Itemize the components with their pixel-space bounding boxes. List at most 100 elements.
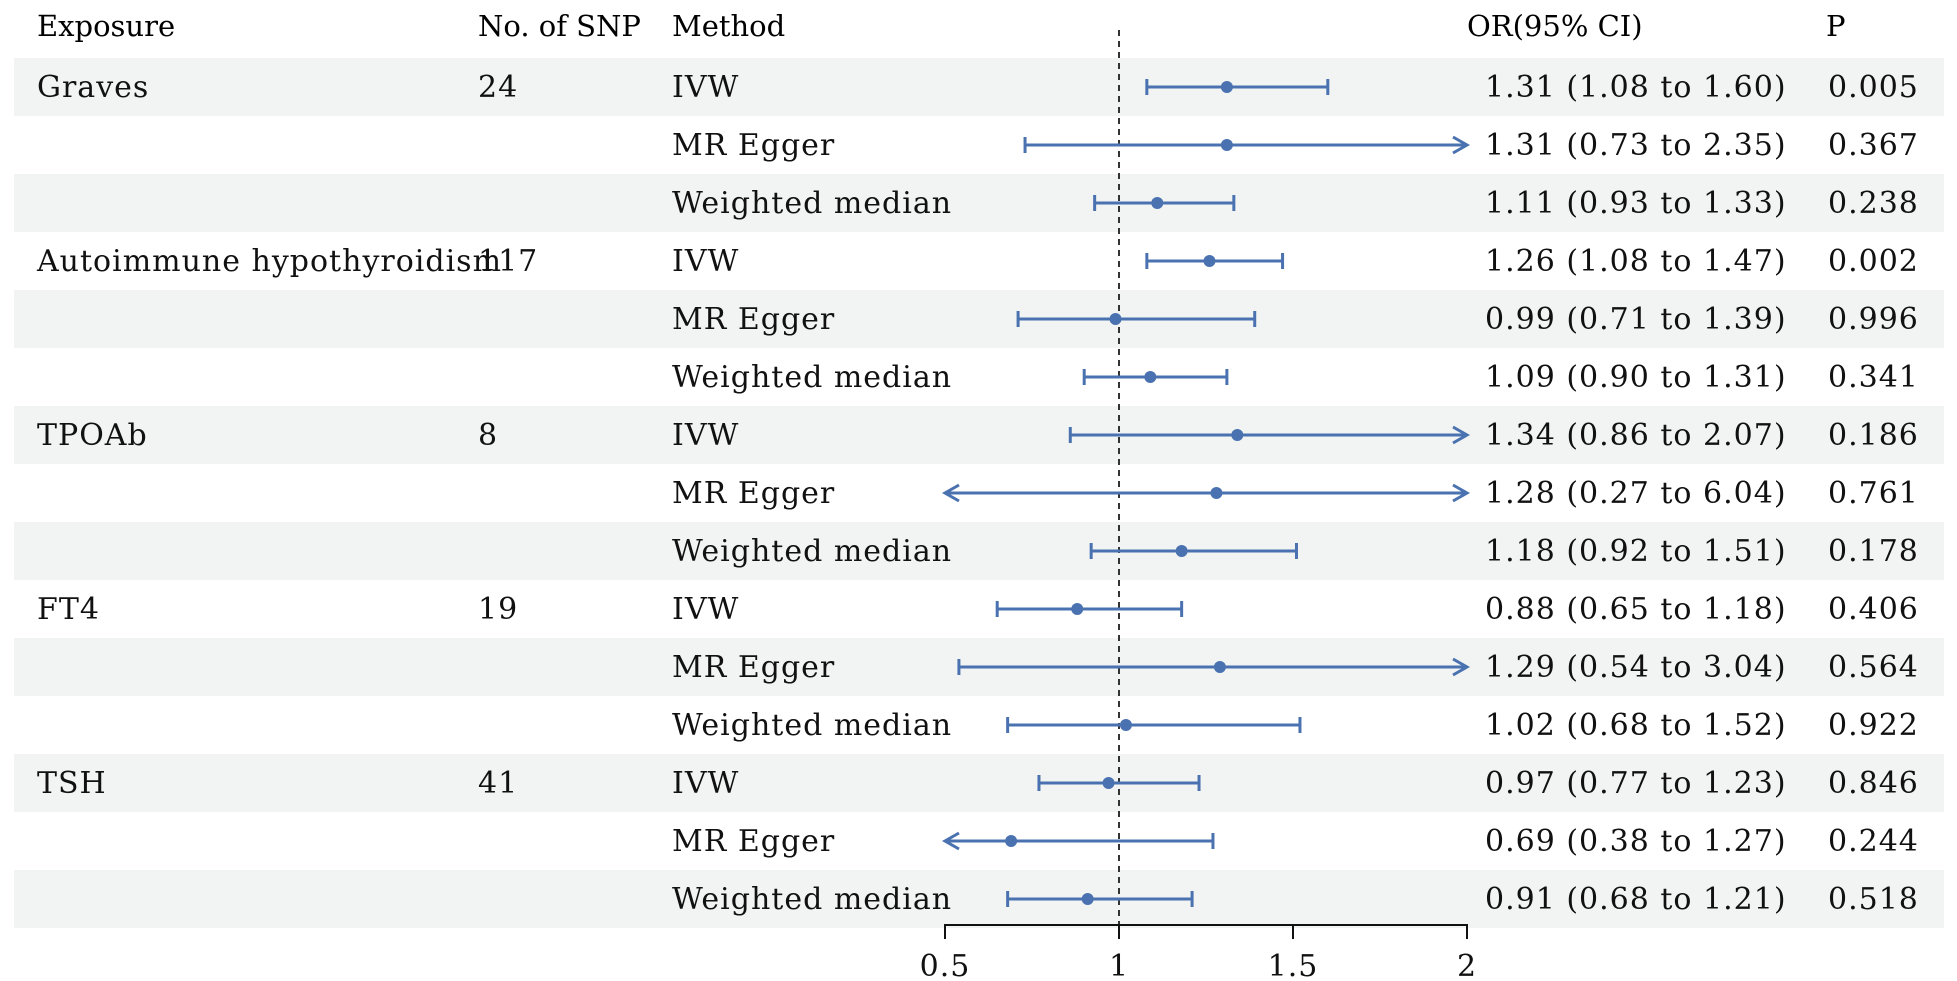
point-estimate <box>1203 255 1216 267</box>
point-estimate <box>1081 893 1094 905</box>
point-estimate <box>1210 487 1223 499</box>
cell-p: 0.002 <box>1828 244 1919 279</box>
ci-mark <box>995 601 1184 617</box>
point-estimate <box>1220 81 1233 93</box>
ci-arrow-right <box>1452 657 1471 677</box>
cell-nsnp: 117 <box>478 244 538 279</box>
cell-or-ci: 1.26 (1.08 to 1.47) <box>1485 244 1787 279</box>
cell-or-ci: 1.31 (1.08 to 1.60) <box>1485 70 1787 105</box>
cell-method: MR Egger <box>672 824 835 859</box>
point-estimate <box>1213 661 1226 673</box>
point-estimate <box>1071 603 1084 615</box>
cell-method: IVW <box>672 766 739 801</box>
cell-or-ci: 0.97 (0.77 to 1.23) <box>1485 766 1787 801</box>
ci-mark <box>941 831 1215 851</box>
x-tick-label: 1.5 <box>1268 949 1319 981</box>
cell-nsnp: 8 <box>478 418 498 453</box>
cell-p: 0.186 <box>1828 418 1919 453</box>
cell-p: 0.005 <box>1828 70 1919 105</box>
cell-exposure: FT4 <box>37 592 100 627</box>
ci-mark <box>941 483 1471 503</box>
cell-exposure: Autoimmune hypothyroidism <box>36 244 502 279</box>
cell-method: Weighted median <box>672 186 952 221</box>
cell-or-ci: 1.29 (0.54 to 3.04) <box>1485 650 1787 685</box>
cell-p: 0.761 <box>1828 476 1919 511</box>
ci-mark <box>957 657 1471 677</box>
cell-method: MR Egger <box>672 476 835 511</box>
cell-p: 0.341 <box>1828 360 1919 395</box>
header-method: Method <box>672 9 785 43</box>
ci-mark <box>1145 79 1330 95</box>
ci-mark <box>1006 717 1302 733</box>
row-stripe <box>14 174 1944 232</box>
point-estimate <box>1231 429 1244 441</box>
header-exposure: Exposure <box>37 9 175 43</box>
cell-method: IVW <box>672 70 739 105</box>
row-stripes <box>14 58 1944 928</box>
row-stripe <box>14 290 1944 348</box>
cell-exposure: TPOAb <box>37 418 148 453</box>
table-header: Exposure No. of SNP Method OR(95% CI) P <box>37 9 1846 43</box>
ci-mark <box>1082 369 1229 385</box>
cell-method: MR Egger <box>672 128 835 163</box>
cell-method: Weighted median <box>672 882 952 917</box>
cell-or-ci: 0.88 (0.65 to 1.18) <box>1485 592 1787 627</box>
row-stripe <box>14 58 1944 116</box>
cell-method: IVW <box>672 418 739 453</box>
cell-or-ci: 0.99 (0.71 to 1.39) <box>1485 302 1787 337</box>
cell-or-ci: 1.28 (0.27 to 6.04) <box>1485 476 1787 511</box>
cell-p: 0.564 <box>1828 650 1919 685</box>
cell-nsnp: 24 <box>478 70 518 105</box>
cell-method: Weighted median <box>672 360 952 395</box>
point-estimate <box>1109 313 1122 325</box>
ci-arrow-right <box>1452 135 1471 155</box>
cell-p: 0.406 <box>1828 592 1919 627</box>
cell-nsnp: 19 <box>478 592 518 627</box>
cell-or-ci: 1.31 (0.73 to 2.35) <box>1485 128 1787 163</box>
cell-or-ci: 0.69 (0.38 to 1.27) <box>1485 824 1787 859</box>
x-tick-label: 2 <box>1457 949 1477 981</box>
ci-arrow-right <box>1452 425 1471 445</box>
cell-p: 0.922 <box>1828 708 1919 743</box>
point-estimate <box>1005 835 1018 847</box>
cell-method: IVW <box>672 592 739 627</box>
header-or: OR(95% CI) <box>1467 9 1643 43</box>
ci-mark <box>1145 253 1285 269</box>
cell-or-ci: 1.02 (0.68 to 1.52) <box>1485 708 1787 743</box>
cell-exposure: Graves <box>37 70 149 105</box>
ci-mark <box>1016 311 1257 327</box>
cell-p: 0.367 <box>1828 128 1919 163</box>
cell-p: 0.244 <box>1828 824 1919 859</box>
point-estimate <box>1220 139 1233 151</box>
ci-mark <box>1068 425 1471 445</box>
row-stripe <box>14 870 1944 928</box>
ci-mark <box>1093 195 1236 211</box>
ci-arrow-left <box>941 483 960 503</box>
cell-or-ci: 0.91 (0.68 to 1.21) <box>1485 882 1787 917</box>
cell-method: MR Egger <box>672 302 835 337</box>
cell-p: 0.238 <box>1828 186 1919 221</box>
cell-or-ci: 1.09 (0.90 to 1.31) <box>1485 360 1787 395</box>
table-body: Graves 24 IVW 1.31 (1.08 to 1.60) 0.005 MR Eg… <box>36 70 1919 917</box>
cell-method: MR Egger <box>672 650 835 685</box>
header-nsnp: No. of SNP <box>478 9 641 43</box>
point-estimate <box>1102 777 1115 789</box>
plot-area <box>941 30 1471 925</box>
ci-mark <box>1023 135 1471 155</box>
row-stripe <box>14 754 1944 812</box>
x-tick-label: 1 <box>1109 949 1129 981</box>
cell-p: 0.846 <box>1828 766 1919 801</box>
ci-mark <box>1037 775 1201 791</box>
cell-method: Weighted median <box>672 534 952 569</box>
row-stripe <box>14 522 1944 580</box>
cell-or-ci: 1.34 (0.86 to 2.07) <box>1485 418 1787 453</box>
cell-or-ci: 1.11 (0.93 to 1.33) <box>1485 186 1787 221</box>
header-p: P <box>1826 9 1846 43</box>
ci-mark <box>1006 891 1194 907</box>
cell-method: IVW <box>672 244 739 279</box>
cell-p: 0.178 <box>1828 534 1919 569</box>
ci-arrow-left <box>941 831 960 851</box>
cell-or-ci: 1.18 (0.92 to 1.51) <box>1485 534 1787 569</box>
cell-exposure: TSH <box>37 766 107 801</box>
